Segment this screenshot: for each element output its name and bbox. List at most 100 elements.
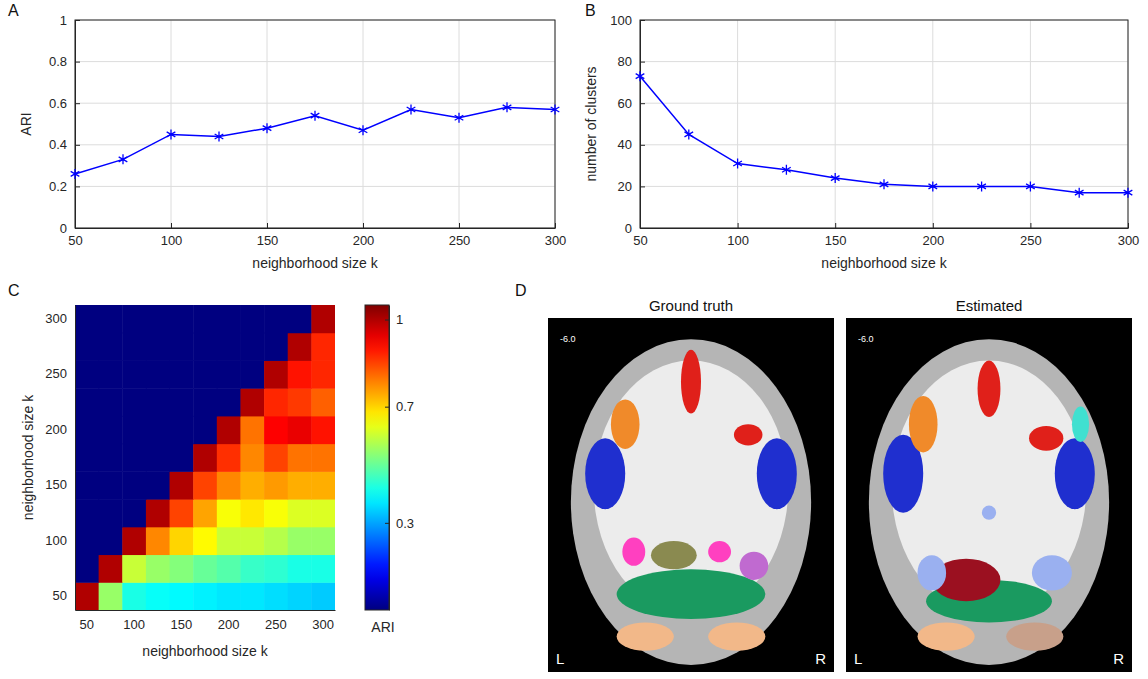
heatmap-cell [122,555,146,583]
heatmap-cell [122,305,146,333]
heatmap-cell [146,582,170,610]
tick: 250 [45,366,67,381]
heatmap-cell [311,305,335,333]
heatmap-cell [311,416,335,444]
tick-label: 100 [727,233,749,248]
heatmap-cell [217,527,241,555]
tick-mark [835,223,836,228]
tick: 250 [265,617,287,632]
axis-line [75,306,76,611]
marker [684,129,693,139]
tick-mark [640,103,645,104]
tick: 100 [45,533,67,548]
brain-image: Ground truth-6.0LR [548,297,834,672]
tick-mark [933,223,934,228]
heatmap-cell [217,444,241,472]
heatmap-cell [311,471,335,499]
heatmap-cell [217,333,241,361]
heatmap-cell [240,416,264,444]
tick-label: 0 [625,221,632,236]
axis-line [389,306,390,611]
tick-mark [640,62,645,63]
region [708,541,731,562]
tick: 1 [60,13,80,28]
tick-mark [385,320,389,321]
y-axis-title: neighborhood size k [20,394,36,520]
tick-mark [171,223,172,228]
tick-label: 0.2 [49,179,67,194]
heatmap-cell [240,444,264,472]
marker [503,102,512,112]
heatmap-cell [311,527,335,555]
heatmap-cell [217,471,241,499]
tick-label: 200 [922,233,944,248]
tick-label: 300 [45,311,67,326]
heatmap-cell [264,416,288,444]
marker [928,181,937,191]
y-axis: 50100150200250300 [45,306,75,611]
tick-label: 150 [171,617,193,632]
marker [311,111,320,121]
tick: 20 [618,179,645,194]
heatmap-cell [122,471,146,499]
grid-line [737,20,738,228]
region [757,438,797,509]
heatmap-cell [264,333,288,361]
marker [71,169,80,179]
heatmap-cell [311,582,335,610]
heatmap-cell [193,582,217,610]
heatmap-cell [99,582,123,610]
tick-label: 40 [618,137,632,152]
tick-label: 100 [123,617,145,632]
grid-line [1030,20,1031,228]
tick-label: 300 [312,617,334,632]
axis-line [76,228,556,229]
marker [782,165,791,175]
tick: 0.3 [385,516,414,531]
heatmap-cell [217,555,241,583]
tick-mark [75,62,80,63]
heatmap-cell [75,444,99,472]
x-axis-title: neighborhood size k [821,255,947,271]
tick: 1 [385,312,403,327]
tick-mark [738,223,739,228]
plot-frame [75,20,555,228]
heatmap-cell [99,444,123,472]
tick-label: 200 [45,422,67,437]
grid-line [459,20,460,228]
colorbar-title: ARI [371,619,394,635]
region [585,438,625,509]
tick-label: 250 [265,617,287,632]
heatmap-cell [288,527,312,555]
tick-label: 250 [45,366,67,381]
heatmap-cell [288,416,312,444]
heatmap-cell [75,527,99,555]
tick: 0.7 [385,399,414,414]
brain-outline [571,339,811,665]
tick-label: 300 [545,233,567,248]
heatmap-cell [170,416,194,444]
tick-mark [75,145,80,146]
panel-letter: C [8,282,20,299]
heatmap-cell [99,471,123,499]
tick-label: 100 [45,533,67,548]
heatmap-cell [122,333,146,361]
heatmap-cell [75,555,99,583]
heatmap-cell [170,555,194,583]
heatmap-cell [217,582,241,610]
tick: 300 [45,311,67,326]
heatmap-cell [122,444,146,472]
heatmap-cell [146,555,170,583]
marker [119,154,128,164]
heatmap-cell [240,527,264,555]
region [681,350,701,414]
panel-letter: A [8,2,19,19]
grid-line [75,144,555,145]
heatmap-cell [217,305,241,333]
tick-mark [555,223,556,228]
heatmap-cell [193,360,217,388]
tick: 0 [625,221,645,236]
tick-label: 200 [353,233,375,248]
grid-line [932,20,933,228]
heatmap-cell [99,555,123,583]
